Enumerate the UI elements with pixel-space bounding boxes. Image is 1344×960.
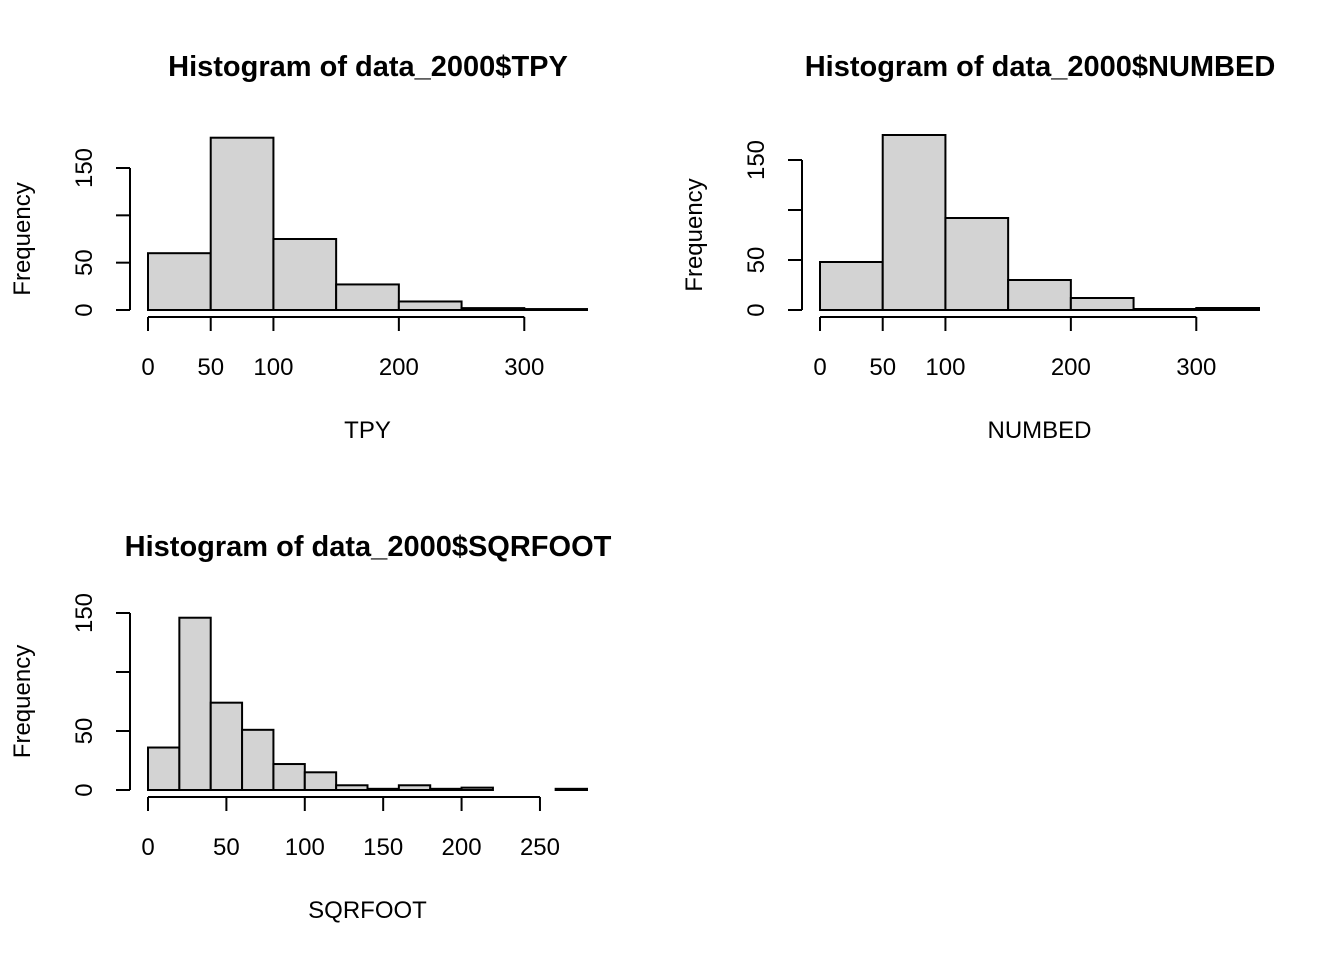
histogram-bar (241, 728, 275, 792)
histogram-bar (209, 701, 244, 791)
x-tick-label: 100 (285, 834, 325, 861)
y-tick-label: 150 (71, 148, 98, 188)
x-tick-label: 150 (363, 834, 403, 861)
x-tick-label: 0 (141, 354, 154, 381)
x-tick-label: 100 (925, 354, 965, 381)
x-axis-label: SQRFOOT (308, 897, 427, 924)
y-tick-label: 50 (71, 718, 98, 745)
histogram-bar (335, 283, 400, 312)
y-tick-label: 150 (743, 140, 770, 180)
y-tick-label: 50 (743, 247, 770, 274)
histogram-panel-2: Histogram of data_2000$NUMBED 0 50 100 200 30… (681, 51, 1275, 444)
x-tick-label: 300 (1176, 354, 1216, 381)
x-tick-label: 50 (213, 834, 240, 861)
y-tick-label: 0 (71, 783, 98, 796)
histogram-bar (554, 787, 589, 792)
x-axis-label: TPY (344, 417, 391, 444)
histogram-bar (881, 134, 947, 311)
y-tick-label: 150 (71, 593, 98, 633)
histogram-bar (819, 261, 884, 311)
y-tick-label: 0 (743, 303, 770, 316)
chart-title: Histogram of data_2000$TPY (168, 51, 568, 83)
histogram-bar (178, 616, 212, 791)
histogram-panel-1: Histogram of data_2000$TPY 0 50 100 200 300 TP… (9, 51, 588, 444)
histogram-bar (147, 746, 181, 792)
x-tick-label: 250 (520, 834, 560, 861)
histogram-bar (460, 307, 526, 311)
histogram-bar (397, 784, 432, 792)
histogram-bar (1069, 297, 1135, 311)
y-axis-label: Frequency (681, 178, 708, 291)
x-axis-label: NUMBED (987, 417, 1091, 444)
histogram-bar (1195, 307, 1261, 311)
histogram-bar (523, 308, 588, 312)
histogram-bar (397, 300, 463, 312)
histogram-panel-3: Histogram of data_2000$SQRFOOT 0 50 100 150 2… (9, 531, 612, 924)
y-axis-label: Frequency (9, 645, 36, 758)
histogram-bar (147, 252, 212, 311)
histogram-bar (209, 136, 275, 311)
x-tick-label: 50 (869, 354, 896, 381)
x-tick-label: 200 (379, 354, 419, 381)
y-tick-label: 0 (71, 303, 98, 316)
histogram-bar (944, 217, 1010, 311)
y-tick-label: 50 (71, 249, 98, 276)
x-tick-label: 300 (504, 354, 544, 381)
x-tick-label: 200 (442, 834, 482, 861)
histogram-bar (272, 763, 306, 791)
chart-title: Histogram of data_2000$SQRFOOT (125, 531, 612, 563)
histogram-bar (335, 784, 369, 792)
x-tick-label: 50 (197, 354, 224, 381)
x-tick-label: 100 (253, 354, 293, 381)
histogram-bar (303, 771, 338, 791)
x-tick-label: 0 (813, 354, 826, 381)
x-tick-label: 200 (1051, 354, 1091, 381)
x-tick-label: 0 (141, 834, 154, 861)
histogram-bar (272, 238, 338, 311)
histogram-bar (1007, 279, 1072, 311)
histogram-bar (1132, 308, 1198, 311)
chart-title: Histogram of data_2000$NUMBED (805, 51, 1276, 83)
histogram-bar (429, 787, 463, 792)
y-axis-label: Frequency (9, 182, 36, 295)
histogram-bar (366, 787, 400, 792)
histogram-bar (460, 786, 494, 792)
